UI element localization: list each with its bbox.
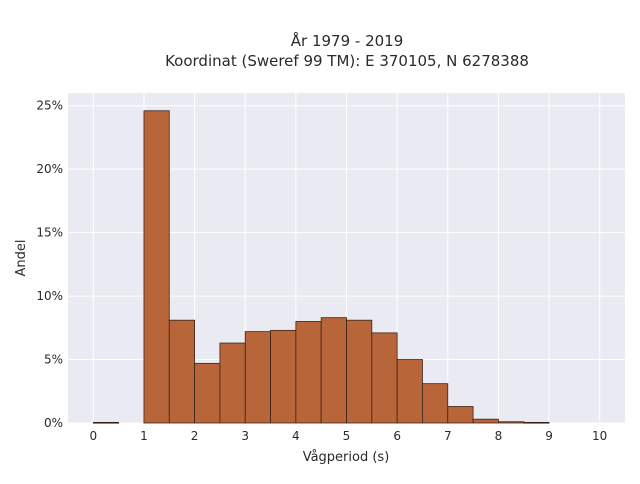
y-tick-label: 5% [44, 353, 63, 367]
histogram-bar [498, 421, 525, 424]
bars [92, 110, 550, 424]
x-tick-label: 0 [89, 429, 97, 443]
y-tick-label: 15% [36, 226, 63, 240]
histogram-bar [143, 110, 170, 424]
y-axis-label: Andel [14, 240, 29, 277]
y-axis-ticks: 0% 5% 10% 15% 20% 25% [36, 99, 63, 430]
chart-title: År 1979 - 2019 [291, 31, 404, 50]
chart-subtitle: Koordinat (Sweref 99 TM): E 370105, N 62… [165, 52, 529, 70]
histogram-bar [447, 406, 474, 424]
x-tick-label: 5 [343, 429, 351, 443]
histogram-bar [320, 317, 347, 424]
histogram-bar [219, 342, 246, 424]
x-tick-label: 10 [592, 429, 607, 443]
histogram-bar [371, 332, 398, 424]
histogram-bar [168, 319, 195, 424]
histogram-bar [270, 329, 297, 424]
y-tick-label: 20% [36, 162, 63, 176]
x-tick-label: 4 [292, 429, 300, 443]
histogram-bar [244, 331, 271, 424]
histogram-bar [92, 421, 120, 424]
y-tick-label: 0% [44, 416, 63, 430]
x-axis-label: Vågperiod (s) [303, 450, 390, 465]
x-tick-label: 1 [140, 429, 148, 443]
histogram-bar [472, 418, 499, 424]
y-tick-label: 10% [36, 289, 63, 303]
x-tick-label: 7 [444, 429, 452, 443]
histogram-bar [194, 362, 221, 424]
x-tick-label: 8 [495, 429, 503, 443]
x-tick-label: 2 [191, 429, 199, 443]
histogram-bar [295, 321, 322, 424]
x-axis-ticks: 0 1 2 3 4 5 6 7 8 9 10 [89, 429, 607, 443]
histogram-bar [346, 319, 373, 424]
histogram-bar [422, 383, 449, 424]
histogram-bar [523, 421, 550, 424]
x-tick-label: 6 [393, 429, 401, 443]
y-tick-label: 25% [36, 99, 63, 113]
histogram-bar [396, 359, 423, 424]
x-tick-label: 3 [241, 429, 249, 443]
x-tick-label: 9 [545, 429, 553, 443]
